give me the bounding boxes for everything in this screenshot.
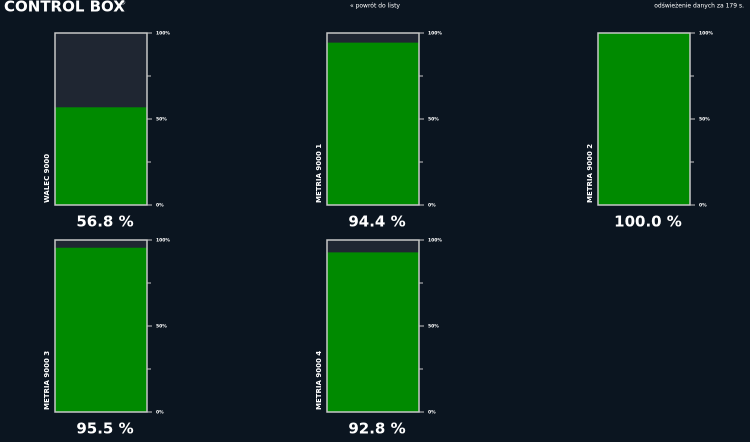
logo: CONTROL BOX: [4, 0, 125, 16]
tick-label: 50%: [699, 117, 710, 123]
gauge-name: METRIA 9000 4: [315, 351, 323, 410]
tick-label: 0%: [156, 410, 164, 416]
tick-label: 50%: [428, 117, 439, 123]
tick-label: 100%: [156, 31, 170, 37]
gauge-fill: [327, 42, 419, 205]
gauge-fill: [55, 107, 147, 205]
tick-label: 100%: [699, 31, 713, 37]
back-link[interactable]: « powrót do listy: [350, 3, 400, 10]
tick-label: 100%: [428, 31, 442, 37]
tick-label: 50%: [428, 324, 439, 330]
gauge-value: 100.0 %: [614, 213, 682, 231]
tick-label: 50%: [156, 117, 167, 123]
tick-label: 0%: [428, 203, 436, 209]
logo-mark: ®: [120, 0, 126, 7]
tick-label: 50%: [156, 324, 167, 330]
gauge-fill: [55, 247, 147, 412]
refresh-timer: odświeżenie danych za 179 s.: [654, 3, 744, 10]
tick-label: 0%: [428, 410, 436, 416]
gauge-value: 56.8 %: [76, 213, 133, 231]
tick-label: 100%: [428, 238, 442, 244]
tick-label: 0%: [699, 203, 707, 209]
gauge-value: 92.8 %: [348, 420, 405, 438]
gauge-name: WALEC 9000: [43, 154, 51, 203]
gauge-value: 95.5 %: [76, 420, 133, 438]
gauge-fill: [327, 252, 419, 412]
tick-label: 100%: [156, 238, 170, 244]
gauge-name: METRIA 9000 3: [43, 351, 51, 410]
gauge-name: METRIA 9000 1: [315, 144, 323, 203]
gauge-fill: [598, 33, 690, 205]
gauge-value: 94.4 %: [348, 213, 405, 231]
gauge-name: METRIA 9000 2: [586, 144, 594, 203]
tick-label: 0%: [156, 203, 164, 209]
